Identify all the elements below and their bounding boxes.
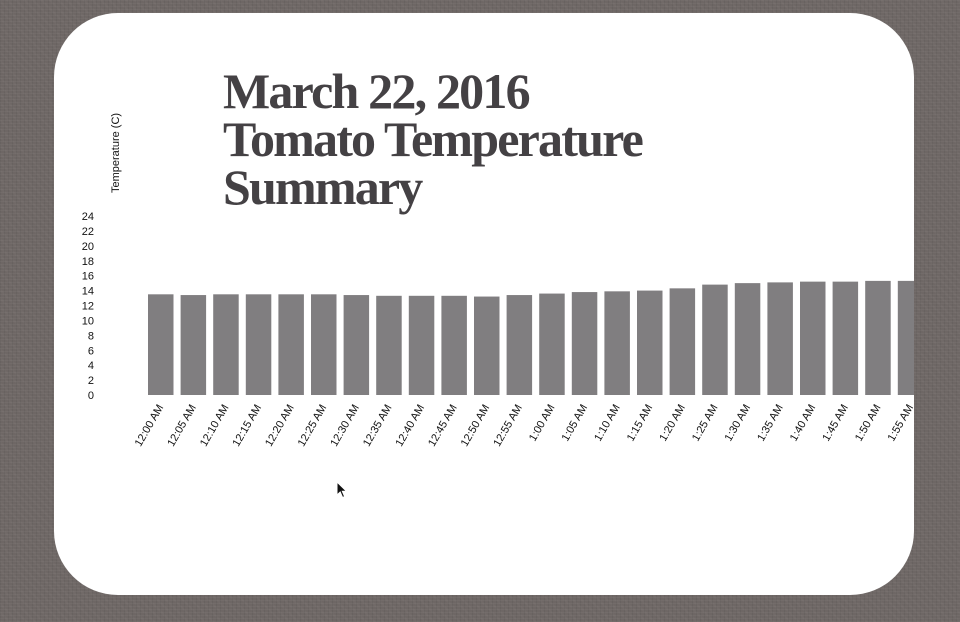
bar (897, 280, 914, 395)
chart-title-line: March 22, 2016 (223, 63, 531, 119)
bar (506, 295, 533, 395)
bar (441, 295, 467, 395)
x-tick-label: 1:05 AM (560, 403, 591, 444)
y-tick-label: 2 (88, 375, 94, 387)
chart-title-line: Tomato Temperature (223, 111, 644, 167)
y-tick-label: 0 (88, 390, 94, 402)
y-tick-label: 10 (82, 315, 94, 327)
chart-title: March 22, 2016 Tomato Temperature Summar… (223, 63, 644, 215)
bar (474, 296, 500, 395)
bar (180, 295, 207, 395)
x-tick-label: 1:40 AM (788, 403, 819, 444)
y-tick-label: 16 (82, 271, 94, 283)
bar-chart: Temperature (C)24222018161412108642012:0… (82, 113, 914, 449)
bar (865, 280, 891, 395)
x-tick-label: 1:20 AM (657, 403, 688, 444)
x-tick-label: 1:15 AM (625, 403, 656, 444)
y-tick-label: 8 (88, 330, 94, 342)
y-tick-label: 6 (88, 345, 94, 357)
chart-title-line: Summary (223, 159, 423, 215)
x-tick-label: 1:10 AM (592, 403, 623, 444)
x-tick-label: 12:05 AM (165, 403, 199, 449)
bar (604, 291, 630, 395)
bar (832, 281, 859, 395)
x-tick-label: 1:00 AM (527, 403, 558, 444)
x-tick-label: 12:25 AM (296, 403, 330, 449)
y-tick-label: 12 (82, 301, 94, 313)
bar (571, 292, 598, 395)
bar (343, 295, 370, 395)
bar (213, 294, 239, 395)
x-tick-label: 1:30 AM (723, 403, 754, 444)
bar (767, 282, 793, 395)
y-tick-label: 18 (82, 256, 94, 268)
bar (669, 288, 696, 395)
x-tick-label: 12:40 AM (394, 403, 428, 449)
x-tick-label: 12:35 AM (361, 403, 395, 449)
bar (408, 295, 435, 395)
bar (800, 281, 826, 395)
bar (278, 294, 304, 395)
bar (734, 283, 761, 395)
bar (637, 290, 663, 395)
y-tick-label: 4 (88, 360, 94, 372)
y-tick-label: 24 (82, 211, 94, 223)
x-tick-label: 1:55 AM (886, 403, 914, 444)
bar (539, 293, 565, 395)
y-axis-label: Temperature (C) (110, 113, 122, 193)
x-tick-label: 12:45 AM (426, 403, 460, 449)
x-tick-label: 12:55 AM (491, 403, 525, 449)
x-tick-label: 12:30 AM (328, 403, 362, 449)
x-tick-label: 12:50 AM (459, 403, 493, 449)
bar (245, 294, 272, 395)
chart-card: March 22, 2016 Tomato Temperature Summar… (54, 13, 914, 595)
x-tick-label: 1:35 AM (755, 403, 786, 444)
bar (311, 294, 337, 395)
x-tick-label: 1:50 AM (853, 403, 884, 444)
y-tick-label: 20 (82, 241, 94, 253)
x-tick-label: 12:10 AM (198, 403, 232, 449)
x-tick-label: 1:45 AM (820, 403, 851, 444)
x-tick-label: 12:00 AM (133, 403, 167, 449)
bar (148, 294, 174, 395)
x-tick-label: 12:15 AM (231, 403, 265, 449)
x-tick-label: 1:25 AM (690, 403, 721, 444)
mouse-cursor-icon (336, 481, 348, 499)
bar (702, 284, 728, 395)
bar (376, 295, 402, 395)
y-tick-label: 22 (82, 226, 94, 238)
x-tick-label: 12:20 AM (263, 403, 297, 449)
y-tick-label: 14 (82, 286, 94, 298)
